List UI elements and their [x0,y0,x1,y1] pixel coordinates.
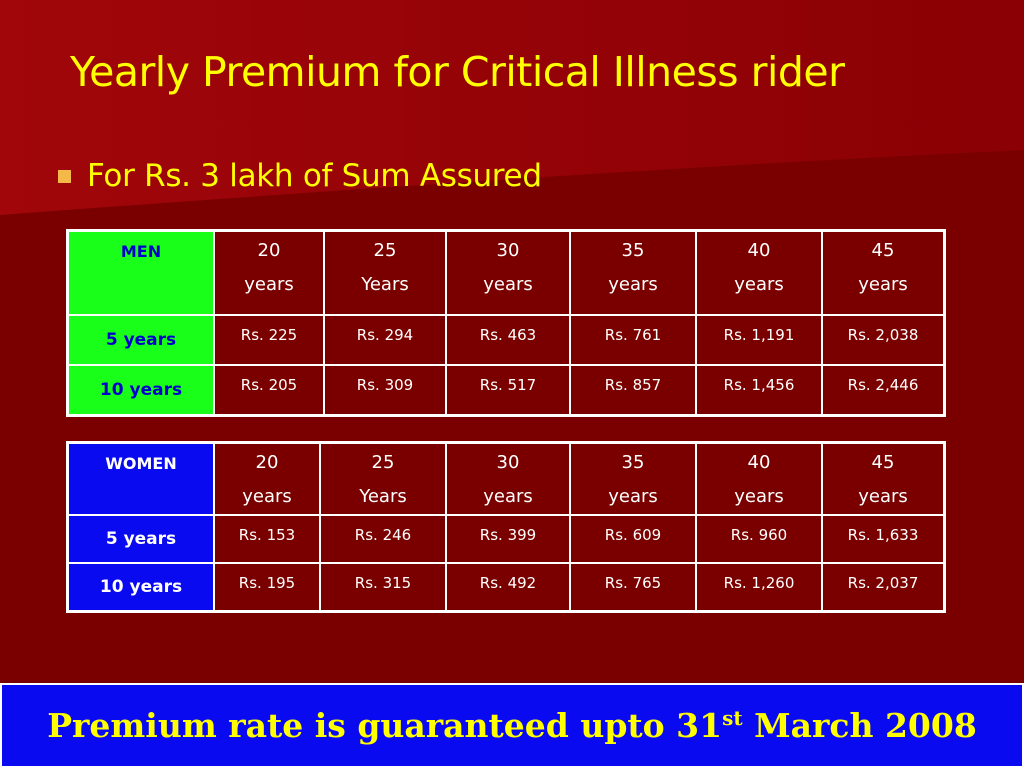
premium-cell: Rs. 960 [696,515,822,563]
premium-cell: Rs. 463 [446,315,570,365]
row-label: 10 years [68,563,214,611]
men-corner-label: MEN [68,231,214,315]
table-row: 10 years Rs. 205 Rs. 309 Rs. 517 Rs. 857… [68,365,944,415]
premium-cell: Rs. 765 [570,563,696,611]
premium-cell: Rs. 1,456 [696,365,822,415]
premium-cell: Rs. 309 [324,365,446,415]
premium-cell: Rs. 153 [214,515,320,563]
footer-superscript: st [722,706,743,730]
premium-cell: Rs. 195 [214,563,320,611]
premium-cell: Rs. 517 [446,365,570,415]
premium-cell: Rs. 492 [446,563,570,611]
age-header-20: 20 years [214,443,320,515]
row-label: 10 years [68,365,214,415]
women-premium-table: WOMEN 20 years 25 Years 30 years 35 years 40… [66,441,946,613]
age-header-45: 45 years [822,443,944,515]
premium-cell: Rs. 225 [214,315,324,365]
age-header-40: 40 years [696,231,822,315]
premium-cell: Rs. 399 [446,515,570,563]
table-row: 5 years Rs. 225 Rs. 294 Rs. 463 Rs. 761 … [68,315,944,365]
premium-cell: Rs. 761 [570,315,696,365]
premium-cell: Rs. 315 [320,563,446,611]
row-label: 5 years [68,315,214,365]
premium-cell: Rs. 2,446 [822,365,944,415]
premium-cell: Rs. 1,191 [696,315,822,365]
row-label: 5 years [68,515,214,563]
bullet-text: For Rs. 3 lakh of Sum Assured [87,158,542,194]
premium-cell: Rs. 2,037 [822,563,944,611]
bullet-item: For Rs. 3 lakh of Sum Assured [58,156,542,196]
premium-cell: Rs. 2,038 [822,315,944,365]
premium-cell: Rs. 857 [570,365,696,415]
age-header-30: 30 years [446,231,570,315]
premium-cell: Rs. 609 [570,515,696,563]
premium-cell: Rs. 246 [320,515,446,563]
age-header-25: 25 Years [324,231,446,315]
premium-cell: Rs. 294 [324,315,446,365]
premium-cell: Rs. 1,633 [822,515,944,563]
slide-title: Yearly Premium for Critical Illness ride… [70,48,845,96]
age-header-35: 35 years [570,231,696,315]
table-row: 10 years Rs. 195 Rs. 315 Rs. 492 Rs. 765… [68,563,944,611]
age-header-30: 30 years [446,443,570,515]
premium-cell: Rs. 1,260 [696,563,822,611]
table-header-row: MEN 20 years 25 Years 30 years 35 years 40 ye… [68,231,944,315]
age-header-25: 25 Years [320,443,446,515]
premium-cell: Rs. 205 [214,365,324,415]
age-header-35: 35 years [570,443,696,515]
square-bullet-icon [58,169,71,183]
footer-banner: Premium rate is guaranteed upto 31st Mar… [0,683,1024,768]
women-corner-label: WOMEN [68,443,214,515]
age-header-20: 20 years [214,231,324,315]
table-row: 5 years Rs. 153 Rs. 246 Rs. 399 Rs. 609 … [68,515,944,563]
table-header-row: WOMEN 20 years 25 Years 30 years 35 years 40… [68,443,944,515]
age-header-45: 45 years [822,231,944,315]
age-header-40: 40 years [696,443,822,515]
footer-text: Premium rate is guaranteed upto 31st Mar… [47,706,977,745]
men-premium-table: MEN 20 years 25 Years 30 years 35 years 40 ye… [66,229,946,417]
